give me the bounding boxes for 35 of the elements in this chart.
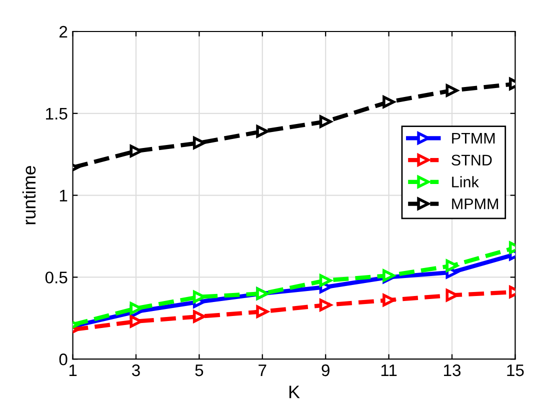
y-axis-title: runtime (22, 166, 36, 224)
x-axis-title: K (289, 386, 300, 398)
point (319, 298, 332, 312)
x-tick-label: 1 (69, 364, 77, 376)
point (446, 259, 458, 272)
point (382, 269, 396, 282)
x-tick-label: 7 (258, 364, 266, 376)
point (256, 125, 269, 138)
point (256, 305, 269, 318)
x-tick-label: 11 (381, 364, 397, 376)
y-tick-label: 0.5 (45, 272, 68, 284)
x-tick-label: 9 (322, 364, 330, 376)
point (192, 136, 206, 150)
legend-label: PTMM (452, 132, 495, 144)
y-tick-label: 1 (60, 190, 68, 202)
point (130, 315, 142, 328)
point (192, 290, 206, 304)
point (382, 96, 396, 108)
x-tick-label: 15 (507, 364, 524, 376)
x-tick-label: 3 (132, 364, 140, 376)
point (446, 84, 458, 97)
legend-label: Link (452, 176, 479, 188)
point (319, 115, 332, 128)
legend-label: STND (452, 154, 492, 166)
legend-label: MPMM (452, 198, 498, 210)
y-tick-label: 0 (59, 354, 68, 366)
point (130, 302, 142, 315)
x-tick-label: 13 (444, 364, 461, 376)
x-tick-label: 5 (195, 364, 204, 376)
y-tick-label: 1.5 (46, 108, 68, 120)
point (382, 294, 396, 306)
point (192, 310, 206, 323)
point (130, 144, 142, 158)
point (319, 274, 332, 287)
y-tick-label: 2 (60, 26, 68, 38)
